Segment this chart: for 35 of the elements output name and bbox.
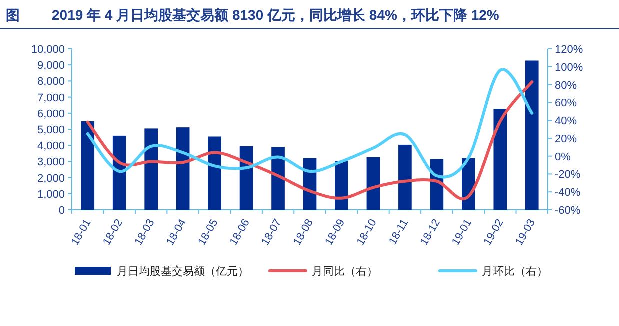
bar <box>494 109 508 210</box>
y-tick-label: 4,000 <box>37 140 65 153</box>
legend-label: 月环比（右） <box>482 265 548 278</box>
legend-label: 月日均股基交易额（亿元） <box>117 265 249 278</box>
bar <box>176 128 190 210</box>
y2-tick-label: 120% <box>555 44 584 56</box>
y-tick-label: 8,000 <box>37 76 65 88</box>
y2-tick-label: 40% <box>555 116 578 128</box>
bar <box>398 144 412 210</box>
y2-tick-label: 100% <box>555 62 584 74</box>
y-tick-label: 0 <box>58 205 65 217</box>
bar <box>144 128 158 210</box>
y-tick-label: 3,000 <box>37 156 65 169</box>
y2-tick-label: -40% <box>555 187 581 200</box>
y2-tick-label: 20% <box>555 133 578 146</box>
chart-title: 2019 年 4 月日均股基交易额 8130 亿元，同比增长 84%，环比下降 12% <box>52 7 500 23</box>
y2-tick-label: -20% <box>555 169 581 182</box>
y-tick-label: 7,000 <box>37 92 65 104</box>
bar <box>525 60 539 210</box>
y-tick-label: 2,000 <box>37 172 65 185</box>
bar <box>81 121 95 210</box>
legend-label: 月同比（右） <box>312 265 378 278</box>
bar <box>366 157 380 210</box>
text: 图 <box>6 7 20 23</box>
y-tick-label: 1,000 <box>37 188 65 201</box>
bar <box>208 136 222 210</box>
y2-tick-label: 80% <box>555 80 578 92</box>
y-tick-label: 10,000 <box>31 44 65 56</box>
y2-tick-label: 60% <box>555 98 578 110</box>
bar <box>112 136 126 210</box>
y2-tick-label: -60% <box>555 205 581 217</box>
y-tick-label: 5,000 <box>37 124 65 136</box>
y2-tick-label: 0% <box>555 151 572 164</box>
y-tick-label: 9,000 <box>37 60 65 72</box>
y-tick-label: 6,000 <box>37 108 65 120</box>
